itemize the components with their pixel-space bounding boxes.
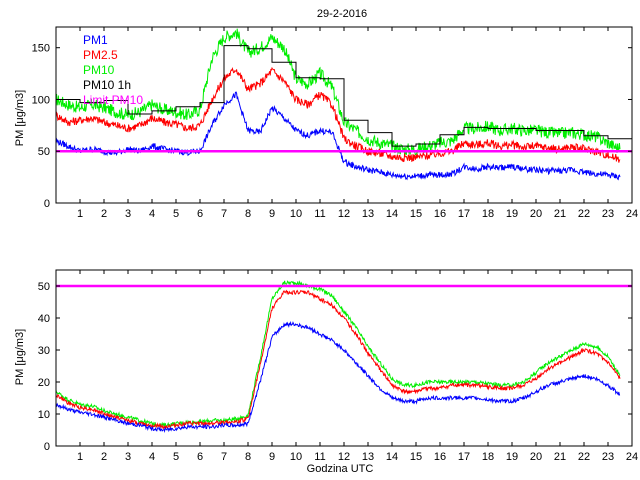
top-x-tick-label: 3	[125, 208, 131, 220]
top-axes: 1 2 3 4 5 6 7 8 9 10 11 12 13 14 15 16 17 18 19 20 21 22 23 240…	[32, 26, 638, 220]
top-x-tick-label: 5	[173, 208, 179, 220]
bottom-x-tick-label: 4	[149, 451, 155, 463]
bottom-x-tick-label: 5	[173, 451, 179, 463]
bottom-x-tick-label: 14	[386, 451, 398, 463]
bottom-x-tick-label: 11	[314, 451, 325, 463]
top-x-tick-label: 10	[290, 208, 302, 220]
top-series-pm1	[56, 91, 621, 181]
bottom-series-pm1	[56, 320, 621, 434]
legend-entry-pm10-1h: PM10 1h	[83, 78, 131, 92]
top-x-tick-label: 1	[77, 208, 83, 220]
top-x-tick-label: 6	[197, 208, 203, 220]
bottom-x-tick-label: 18	[482, 451, 494, 463]
bottom-x-tick-label: 16	[434, 451, 446, 463]
bottom-y-tick-label: 10	[38, 409, 50, 421]
bottom-x-tick-label: 17	[458, 451, 470, 463]
top-x-tick-label: 21	[554, 208, 566, 220]
bottom-x-tick-label: 15	[410, 451, 422, 463]
chart-title: 29-2-2016	[317, 8, 367, 20]
top-x-tick-label: 18	[482, 208, 494, 220]
legend-entry-pm10: PM10	[83, 63, 115, 77]
top-plot-area	[56, 28, 632, 181]
top-series-pm10	[56, 28, 621, 156]
bottom-x-tick-label: 8	[245, 451, 251, 463]
legend-entry-pm2-5: PM2.5	[83, 48, 118, 62]
legend-entry-pm1: PM1	[83, 33, 108, 47]
bottom-axes-frame	[55, 269, 633, 447]
top-y-tick-label: 150	[32, 43, 50, 55]
bottom-y-tick-label: 20	[38, 377, 50, 389]
top-x-tick-label: 11	[314, 208, 325, 220]
top-x-tick-label: 22	[578, 208, 590, 220]
top-x-tick-label: 9	[269, 208, 275, 220]
bottom-y-tick-label: 40	[38, 313, 50, 325]
top-x-tick-label: 20	[530, 208, 542, 220]
top-y-axis-label: PM [μg/m3]	[14, 90, 26, 146]
bottom-y-tick-label: 50	[38, 281, 50, 293]
top-x-tick-label: 12	[338, 208, 350, 220]
bottom-x-tick-label: 21	[554, 451, 566, 463]
top-x-tick-label: 14	[386, 208, 398, 220]
top-x-tick-label: 2	[101, 208, 107, 220]
bottom-x-tick-label: 19	[506, 451, 518, 463]
top-series-pm10-1h	[56, 45, 632, 147]
bottom-y-axis-label: PM [μg/m3]	[14, 329, 26, 385]
top-y-tick-label: 50	[38, 146, 50, 158]
bottom-x-tick-label: 7	[221, 451, 227, 463]
bottom-x-tick-label: 23	[602, 451, 614, 463]
top-x-tick-label: 8	[245, 208, 251, 220]
top-x-tick-label: 15	[410, 208, 422, 220]
top-x-tick-label: 13	[362, 208, 374, 220]
top-y-tick-label: 0	[44, 198, 50, 210]
bottom-x-tick-label: 1	[77, 451, 83, 463]
bottom-x-tick-label: 2	[101, 451, 107, 463]
top-x-tick-label: 19	[506, 208, 518, 220]
bottom-y-tick-label: 30	[38, 345, 50, 357]
bottom-x-tick-label: 22	[578, 451, 590, 463]
bottom-x-axis-label: Godzina UTC	[307, 463, 374, 475]
bottom-axes: 1 2 3 4 5 6 7 8 9 10 11 12 13 14 15 16 17 18 19 20 21 22 23 240…	[38, 269, 638, 463]
top-series-pm2-5	[56, 66, 621, 163]
bottom-plot-area	[56, 280, 632, 434]
bottom-x-tick-label: 9	[269, 451, 275, 463]
bottom-x-tick-label: 10	[290, 451, 302, 463]
top-x-tick-label: 7	[221, 208, 227, 220]
top-x-tick-label: 23	[602, 208, 614, 220]
bottom-x-tick-label: 13	[362, 451, 374, 463]
top-x-tick-label: 16	[434, 208, 446, 220]
bottom-x-tick-label: 20	[530, 451, 542, 463]
top-x-tick-label: 17	[458, 208, 470, 220]
bottom-series-pm10	[56, 280, 621, 428]
bottom-series-pm2-5	[56, 289, 621, 430]
bottom-x-tick-label: 6	[197, 451, 203, 463]
bottom-x-tick-label: 12	[338, 451, 350, 463]
top-y-tick-label: 100	[32, 94, 50, 106]
bottom-x-tick-label: 3	[125, 451, 131, 463]
bottom-y-tick-label: 0	[44, 441, 50, 453]
top-x-tick-label: 24	[626, 208, 638, 220]
bottom-x-tick-label: 24	[626, 451, 638, 463]
legend-entry-limit-pm10: Limit PM10	[83, 93, 143, 107]
top-x-tick-label: 4	[149, 208, 155, 220]
